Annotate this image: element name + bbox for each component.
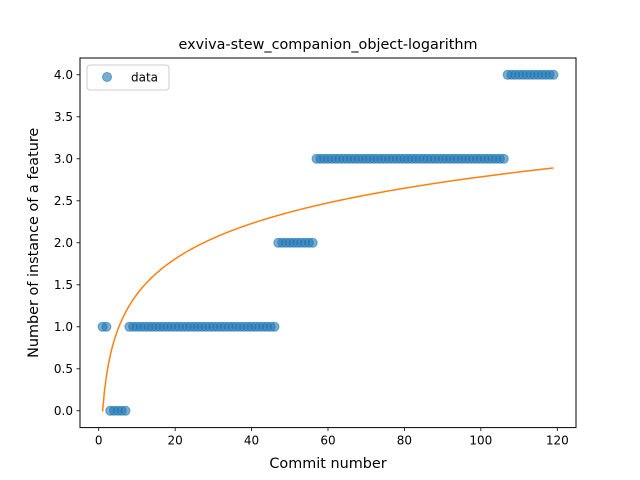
y-tick-label: 0.0 [54, 404, 73, 418]
y-tick-label: 1.0 [54, 320, 73, 334]
data-point [269, 321, 280, 332]
data-point [101, 321, 112, 332]
y-tick-label: 3.5 [54, 110, 73, 124]
chart-title: exviva-stew_companion_object-logarithm [178, 37, 477, 53]
y-axis-ticks: 0.0 0.5 1.0 1.5 2.0 2.5 3.0 3.5 4.0 [54, 68, 80, 418]
x-axis-label: Commit number [269, 456, 386, 472]
y-tick-label: 0.5 [54, 362, 73, 376]
data-point [120, 405, 131, 416]
data-point [498, 153, 509, 164]
fit-line [101, 167, 554, 412]
x-tick-label: 100 [469, 434, 492, 448]
legend: data [86, 64, 170, 91]
y-tick-label: 2.5 [54, 194, 73, 208]
legend-label-data: data [131, 71, 158, 85]
x-tick-label: 40 [244, 434, 259, 448]
plot-area [97, 69, 559, 416]
x-axis-ticks: 0 20 40 60 80 100 120 [95, 427, 569, 448]
y-tick-label: 2.0 [54, 236, 73, 250]
x-tick-label: 60 [320, 434, 335, 448]
data-point [548, 69, 559, 80]
x-tick-label: 120 [546, 434, 569, 448]
x-tick-label: 0 [95, 434, 103, 448]
x-tick-label: 20 [168, 434, 183, 448]
legend-box [86, 64, 170, 91]
legend-marker-data [102, 72, 112, 82]
y-tick-label: 4.0 [54, 68, 73, 82]
data-point [307, 237, 318, 248]
y-tick-label: 1.5 [54, 278, 73, 292]
y-axis-label: Number of instance of a feature [26, 128, 42, 358]
x-tick-label: 80 [397, 434, 412, 448]
y-tick-label: 3.0 [54, 152, 73, 166]
